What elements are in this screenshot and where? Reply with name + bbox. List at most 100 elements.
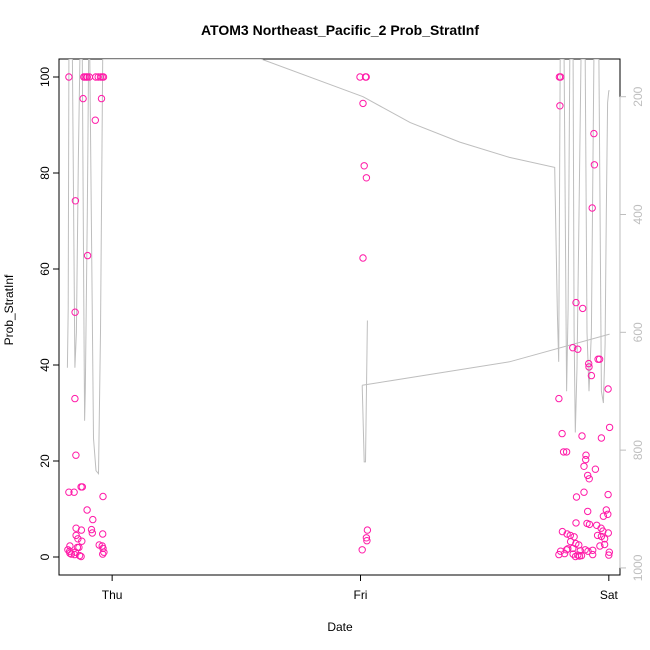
y-tick-label: 100 bbox=[38, 67, 52, 87]
data-point bbox=[576, 547, 584, 555]
data-point bbox=[569, 344, 577, 352]
data-point bbox=[585, 363, 593, 371]
data-point bbox=[97, 94, 106, 103]
data-point bbox=[600, 540, 609, 549]
data-point bbox=[604, 385, 612, 393]
data-point bbox=[362, 174, 371, 182]
data-point bbox=[585, 475, 593, 483]
data-point bbox=[580, 462, 588, 470]
data-point bbox=[599, 512, 608, 520]
right-tick-label: 600 bbox=[631, 322, 645, 342]
points-layer bbox=[64, 73, 614, 561]
data-point bbox=[590, 161, 599, 169]
data-point bbox=[67, 550, 76, 558]
data-point bbox=[590, 129, 598, 138]
x-axis-title: Date bbox=[327, 620, 353, 634]
data-point bbox=[560, 549, 569, 558]
plot-frame bbox=[58, 58, 621, 576]
pressure-line-layer bbox=[66, 59, 610, 476]
data-point bbox=[589, 550, 597, 559]
data-point bbox=[585, 359, 593, 368]
data-point bbox=[556, 102, 564, 110]
data-point bbox=[584, 507, 592, 516]
right-tick-label: 800 bbox=[631, 440, 645, 460]
data-point bbox=[359, 254, 367, 262]
data-point bbox=[65, 73, 73, 81]
y-tick-label: 40 bbox=[38, 358, 52, 372]
data-point bbox=[596, 542, 604, 550]
data-point bbox=[77, 526, 86, 534]
data-point bbox=[99, 544, 107, 553]
data-point bbox=[72, 451, 80, 459]
data-point bbox=[562, 448, 571, 456]
data-point bbox=[91, 116, 100, 124]
data-point bbox=[83, 251, 92, 260]
data-point bbox=[79, 94, 87, 103]
data-point bbox=[569, 544, 577, 553]
data-point bbox=[605, 548, 613, 556]
x-axis: Thu Fri Sat bbox=[102, 574, 619, 602]
data-point bbox=[99, 550, 107, 558]
right-tick-label: 400 bbox=[631, 204, 645, 224]
data-point bbox=[74, 535, 82, 543]
data-point bbox=[87, 525, 96, 534]
data-point bbox=[579, 304, 587, 313]
data-point bbox=[593, 531, 602, 540]
data-point bbox=[363, 537, 371, 545]
data-point bbox=[99, 73, 108, 81]
chart-title: ATOM3 Northeast_Pacific_2 Prob_StratInf bbox=[201, 22, 479, 38]
data-point bbox=[359, 99, 367, 108]
data-point bbox=[360, 162, 368, 170]
data-point bbox=[574, 345, 582, 353]
data-point bbox=[555, 394, 563, 403]
data-point bbox=[65, 488, 73, 496]
data-point bbox=[602, 506, 610, 514]
data-point bbox=[582, 451, 590, 459]
data-point bbox=[589, 546, 597, 554]
data-point bbox=[597, 434, 606, 442]
y-axis-title: Prob_StratInf bbox=[2, 274, 16, 345]
data-point bbox=[78, 483, 87, 491]
data-point bbox=[71, 394, 79, 403]
data-point bbox=[604, 510, 612, 518]
data-point bbox=[78, 537, 86, 545]
data-point bbox=[66, 542, 74, 550]
data-point bbox=[83, 73, 92, 81]
data-point bbox=[71, 197, 80, 205]
data-point bbox=[555, 550, 563, 559]
data-point bbox=[99, 492, 107, 501]
data-point bbox=[83, 506, 91, 514]
data-point bbox=[582, 455, 590, 464]
data-point bbox=[66, 549, 74, 557]
data-point bbox=[572, 493, 581, 501]
right-tick-label: 200 bbox=[631, 86, 645, 106]
data-point bbox=[556, 73, 565, 81]
data-point bbox=[72, 524, 80, 532]
pressure-line-segment bbox=[362, 333, 610, 386]
data-point bbox=[587, 371, 596, 380]
y-tick-label: 80 bbox=[38, 166, 52, 180]
data-point bbox=[100, 548, 108, 556]
data-point bbox=[605, 423, 614, 432]
x-tick-label: Fri bbox=[353, 588, 367, 602]
data-point bbox=[70, 488, 78, 496]
data-point bbox=[600, 535, 609, 543]
y-axis-left: 0 20 40 60 80 100 bbox=[38, 67, 60, 560]
data-point bbox=[559, 448, 568, 456]
right-tick-label: 1000 bbox=[631, 554, 645, 581]
data-point bbox=[558, 429, 566, 438]
data-point bbox=[71, 308, 79, 316]
data-point bbox=[595, 355, 604, 363]
y-axis-right: 200 400 600 800 1000 bbox=[619, 86, 645, 581]
data-point bbox=[94, 73, 102, 81]
data-point bbox=[572, 298, 580, 307]
data-point bbox=[591, 465, 600, 473]
y-tick-label: 60 bbox=[38, 262, 52, 276]
data-point bbox=[99, 530, 107, 538]
data-point bbox=[363, 526, 372, 534]
x-tick-label: Sat bbox=[600, 588, 619, 602]
data-point bbox=[594, 355, 602, 363]
data-point bbox=[578, 432, 586, 440]
data-point bbox=[604, 490, 612, 499]
